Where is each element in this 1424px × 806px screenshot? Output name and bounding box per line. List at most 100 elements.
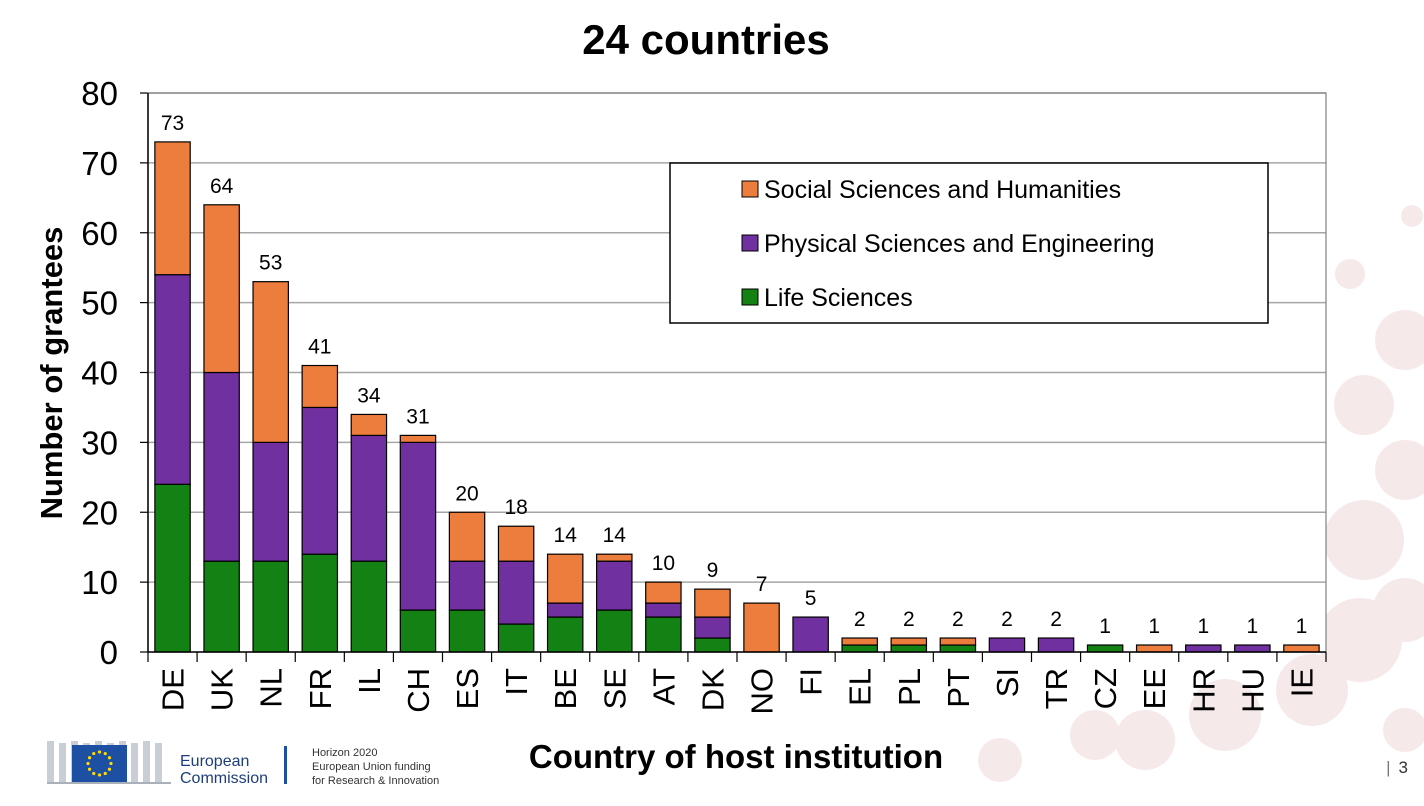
- data-label-total: 5: [805, 587, 817, 610]
- legend-swatch-life: [741, 288, 759, 306]
- page-number-separator: |: [1386, 758, 1391, 777]
- bar-segment-social: [350, 413, 388, 436]
- bar-segment-life: [890, 644, 928, 653]
- bar-segment-physical: [497, 560, 535, 625]
- eu-star: [103, 771, 107, 776]
- bar-segment-social: [546, 553, 584, 604]
- bar-segment-social: [497, 525, 535, 562]
- bar-segment-social: [399, 434, 437, 443]
- footer-divider: [284, 746, 287, 784]
- building-stripe: [143, 741, 150, 782]
- bar-segment-physical: [252, 441, 289, 562]
- bar-segment-life: [596, 609, 633, 653]
- x-tick-label: PT: [941, 668, 976, 708]
- bar-segment-physical: [448, 560, 486, 611]
- y-tick-label: 60: [81, 215, 118, 252]
- x-tick-label: DK: [695, 668, 730, 711]
- data-label-total: 9: [707, 559, 719, 582]
- data-label-total: 2: [903, 608, 915, 631]
- data-label-total: 10: [652, 552, 675, 575]
- data-label-total: 34: [357, 384, 381, 407]
- bar-segment-social: [203, 204, 240, 374]
- bar-segment-life: [645, 616, 682, 653]
- bar-segment-physical: [596, 560, 633, 611]
- building-base: [47, 782, 171, 784]
- decor-circle: [1335, 259, 1365, 289]
- bar-segment-social: [448, 511, 486, 562]
- legend-label-life: Life Sciences: [764, 284, 913, 312]
- bar-segment-life: [497, 623, 535, 653]
- decor-circle: [1318, 598, 1402, 682]
- data-label-total: 1: [1197, 615, 1209, 638]
- bar-segment-physical: [1037, 637, 1075, 653]
- bar-segment-life: [154, 483, 191, 653]
- data-label-total: 64: [210, 175, 234, 198]
- data-label-total: 1: [1099, 615, 1111, 638]
- x-tick-label: HR: [1186, 668, 1221, 713]
- x-tick-label: IL: [352, 668, 387, 694]
- decor-circle: [1324, 500, 1404, 580]
- org-name-line2: Commission: [180, 770, 268, 787]
- x-tick-label: DE: [156, 668, 191, 711]
- bar-segment-physical: [645, 602, 682, 618]
- bar-segment-physical: [203, 371, 240, 562]
- x-tick-label: SI: [990, 668, 1025, 697]
- building-stripe: [155, 743, 162, 782]
- data-label-total: 14: [603, 524, 627, 547]
- decor-circle: [1189, 679, 1261, 751]
- x-tick-label: IE: [1284, 668, 1319, 697]
- eu-star: [86, 761, 90, 766]
- eu-star: [109, 761, 113, 766]
- bar-segment-physical: [1185, 644, 1222, 653]
- x-tick-label: BE: [548, 668, 583, 709]
- bar-segment-social: [596, 553, 633, 562]
- bar-segment-social: [841, 637, 878, 646]
- chart-title: 24 countries: [582, 16, 829, 63]
- bar-segment-physical: [350, 434, 388, 562]
- bar-segment-social: [939, 637, 977, 646]
- eu-star: [107, 756, 112, 760]
- y-tick-label: 40: [81, 355, 118, 392]
- bar-segment-physical: [792, 616, 829, 653]
- bar-segment-life: [939, 644, 977, 653]
- data-label-total: 73: [161, 112, 184, 135]
- decor-circle: [1334, 375, 1394, 435]
- horizon-2020-label: Horizon 2020 European Union funding for …: [312, 747, 439, 787]
- bar-segment-social: [743, 602, 780, 653]
- legend-swatch-physical: [741, 234, 759, 252]
- bar-segment-physical: [399, 441, 437, 611]
- y-axis-label: Number of grantees: [34, 227, 69, 520]
- bar-segment-life: [1086, 644, 1124, 653]
- data-label-total: 2: [1001, 608, 1013, 631]
- decor-circle: [1375, 310, 1424, 370]
- y-tick-label: 70: [81, 145, 118, 182]
- data-label-total: 2: [952, 608, 964, 631]
- decor-circle: [978, 738, 1022, 782]
- y-tick-label: 80: [81, 75, 118, 112]
- x-tick-label: IT: [499, 668, 534, 696]
- legend-label-physical: Physical Sciences and Engineering: [764, 230, 1155, 258]
- x-tick-label: NL: [254, 668, 289, 708]
- bar-segment-life: [301, 553, 339, 653]
- bar-segment-social: [301, 364, 339, 409]
- y-tick-label: 10: [81, 564, 118, 601]
- bar-segment-physical: [988, 637, 1026, 653]
- decor-circle: [1375, 440, 1424, 500]
- x-tick-label: ES: [450, 668, 485, 709]
- bar-segment-social: [1135, 644, 1173, 653]
- data-label-total: 14: [554, 524, 578, 547]
- bar-segment-life: [841, 644, 878, 653]
- data-label-total: 41: [308, 336, 331, 359]
- x-axis-label: Country of host institution: [529, 738, 943, 775]
- european-commission-logo: European Commission: [47, 741, 287, 787]
- y-tick-label: 50: [81, 285, 118, 322]
- data-label-total: 1: [1148, 615, 1160, 638]
- data-label-total: 2: [854, 608, 866, 631]
- bar-segment-social: [645, 581, 682, 604]
- building-stripe: [59, 743, 66, 782]
- x-tick-label: FI: [794, 668, 829, 696]
- data-label-total: 20: [455, 482, 478, 505]
- bar-segment-social: [252, 281, 289, 443]
- x-tick-label: FR: [303, 668, 338, 709]
- decor-circle: [1115, 710, 1175, 770]
